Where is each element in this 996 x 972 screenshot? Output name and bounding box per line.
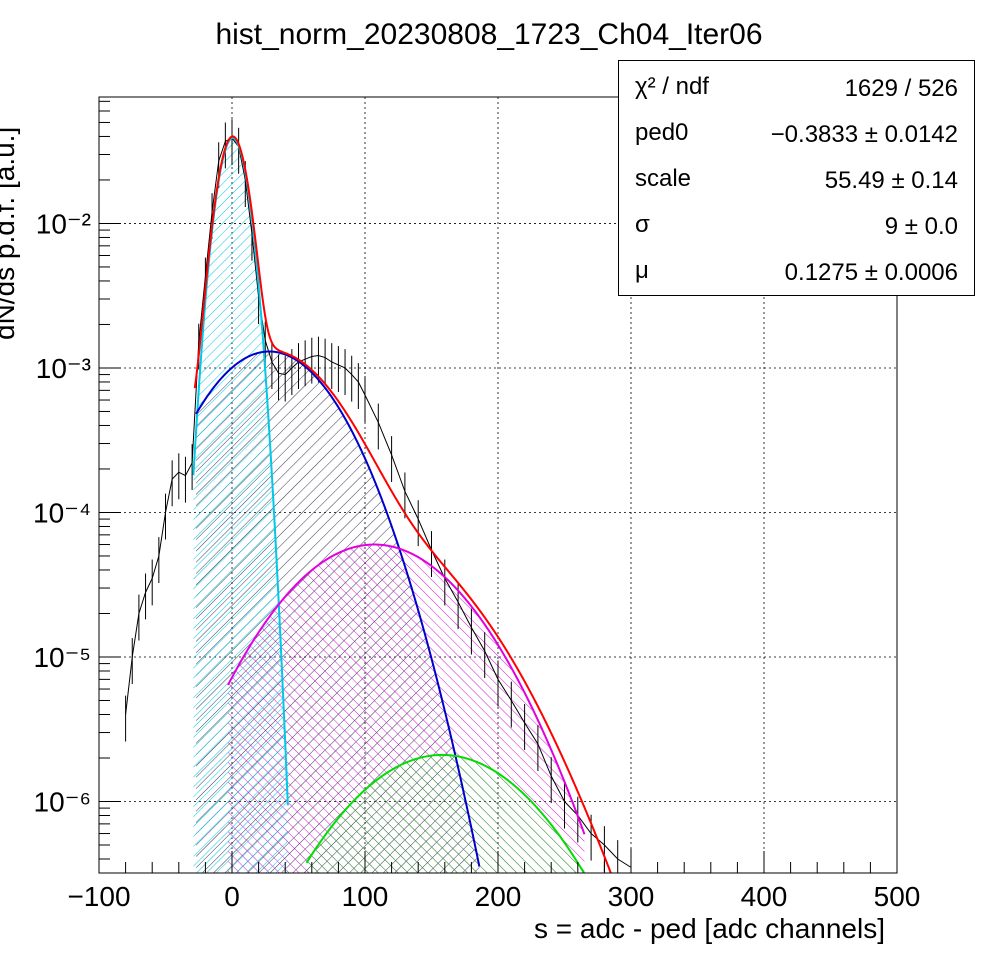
pedestal-fill <box>193 138 288 873</box>
stats-row-mu: μ 0.1275 ± 0.0006 <box>619 249 974 295</box>
x-tick-label: 300 <box>608 881 655 912</box>
x-axis-label: s = adc - ped [adc channels] <box>534 913 885 944</box>
y-tick-label: 10⁻⁴ <box>33 497 91 528</box>
y-tick-label: 10⁻² <box>36 208 91 239</box>
stats-row-sigma: σ 9 ± 0.0 <box>619 203 974 249</box>
y-tick-label: 10⁻⁵ <box>33 642 91 673</box>
data-line <box>125 137 632 868</box>
y-axis-label: dN/ds p.d.f. [a.u.] <box>0 127 20 340</box>
fit-curves <box>192 135 612 873</box>
stats-label-sigma: σ <box>635 211 650 238</box>
stats-value-sigma: 9 ± 0.0 <box>884 213 958 240</box>
stats-value-scale: 55.49 ± 0.14 <box>824 167 958 194</box>
x-tick-label: 100 <box>342 881 389 912</box>
stats-label-scale: scale <box>635 165 692 192</box>
x-tick-label: 200 <box>475 881 522 912</box>
stats-value-chi2: 1629 / 526 <box>844 75 958 102</box>
x-tick-label: 500 <box>874 881 921 912</box>
y-tick-label: 10⁻³ <box>36 353 91 384</box>
stats-label-chi2: χ² / ndf <box>635 73 709 100</box>
chart-title: hist_norm_20230808_1723_Ch04_Iter06 <box>215 18 762 51</box>
x-tick-label: 0 <box>224 881 240 912</box>
stats-value-mu: 0.1275 ± 0.0006 <box>784 259 958 286</box>
y-tick-label: 10⁻⁶ <box>34 786 91 817</box>
stats-value-ped0: −0.3833 ± 0.0142 <box>770 121 958 148</box>
x-tick-label: 400 <box>741 881 788 912</box>
x-tick-label: −100 <box>67 881 130 912</box>
total-fit-curve <box>193 135 612 873</box>
one-pe-curve <box>195 350 481 867</box>
data-histogram <box>125 119 632 873</box>
fit-statistics-box: χ² / ndf 1629 / 526 ped0 −0.3833 ± 0.014… <box>618 60 975 296</box>
stats-row-chi2: χ² / ndf 1629 / 526 <box>619 65 974 111</box>
three-pe-curve <box>305 753 586 873</box>
three-pe-fill <box>306 754 608 873</box>
stats-label-ped0: ped0 <box>635 119 689 146</box>
component-fills <box>193 138 608 873</box>
stats-row-scale: scale 55.49 ± 0.14 <box>619 157 974 203</box>
stats-label-mu: μ <box>635 257 649 284</box>
two-pe-curve <box>227 543 586 835</box>
axis-ticks: −100 0 100 200 300 400 500 10⁻⁶ 10⁻⁵ 10⁻⁴ 10⁻³ 10⁻² <box>33 100 921 912</box>
stats-row-ped0: ped0 −0.3833 ± 0.0142 <box>619 111 974 157</box>
